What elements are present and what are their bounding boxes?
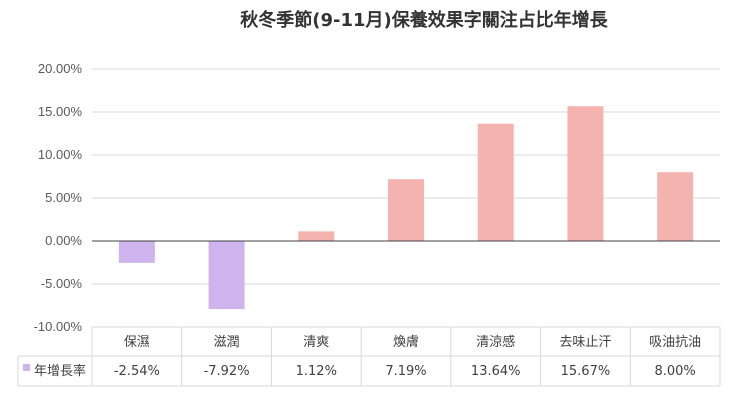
category-label: 清爽 [303,335,329,350]
bar [657,172,694,241]
bar [118,241,155,263]
chart-title: 秋冬季節(9-11月)保養效果字關注占比年增長 [240,9,608,31]
series-name: 年增長率 [34,363,86,379]
bar [208,241,245,310]
y-tick-label: -5.00% [41,276,83,291]
y-axis-tick-labels: 20.00% 15.00% 10.00% 5.00% 0.00% -5.00% -10.00… [34,61,83,334]
data-label: 1.12% [296,364,337,379]
y-tick-label: 0.00% [45,233,82,248]
bar [388,179,424,241]
category-label: 保濕 [124,335,150,350]
category-label: 清涼感 [476,334,515,350]
bar [298,231,335,241]
bar [477,123,514,241]
y-tick-label: 20.00% [38,61,83,76]
y-tick-label: -10.00% [34,319,83,334]
data-label: 15.67% [561,364,611,379]
y-tick-label: 15.00% [38,104,83,119]
data-label: 8.00% [654,364,695,379]
category-label: 吸油抗油 [649,335,701,350]
y-tick-label: 5.00% [45,190,82,205]
y-tick-label: 10.00% [38,147,83,162]
data-label: 13.64% [471,364,521,379]
data-label: -2.54% [114,364,160,379]
data-label: -7.92% [204,364,250,379]
category-label: 滋潤 [214,335,240,350]
category-label: 去味止汗 [559,335,611,350]
legend-key [23,364,30,371]
bar [567,106,604,241]
bars [92,106,720,310]
category-label: 煥膚 [393,334,419,350]
data-label: 7.19% [385,364,426,379]
